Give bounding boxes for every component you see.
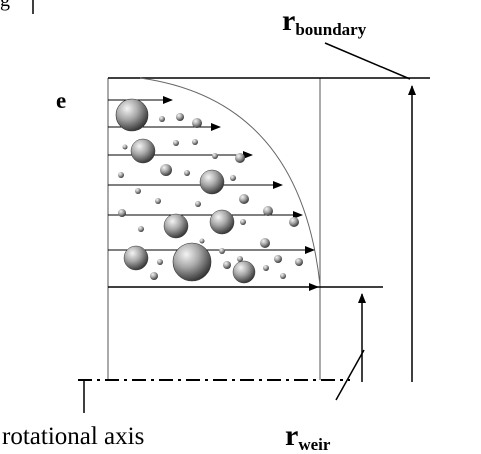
bubble [212, 153, 218, 159]
bubble [123, 245, 149, 271]
bubble [176, 113, 184, 121]
bubble [160, 164, 172, 176]
r-weir-leader [335, 349, 365, 401]
e-label: e [56, 88, 66, 113]
r-boundary-leader [324, 42, 411, 80]
bubble [223, 261, 231, 269]
separation-chamber [107, 77, 430, 380]
bubbles [115, 98, 303, 284]
bubble [163, 213, 189, 239]
r-weir-main: r [285, 419, 298, 452]
bubble [184, 170, 190, 176]
bubble [199, 238, 205, 244]
r-weir-label: rweir [285, 419, 331, 454]
bubble [130, 138, 156, 164]
bubble [118, 209, 126, 217]
bubble [240, 219, 246, 225]
r-boundary-subscript: boundary [295, 20, 366, 39]
bubble [260, 238, 270, 248]
velocity-profile-curve [139, 77, 321, 286]
r-boundary-main: r [282, 4, 295, 37]
rotational-axis-label: rotational axis [2, 423, 144, 450]
bubble [209, 209, 235, 235]
bubble [138, 226, 144, 232]
bubble [219, 248, 225, 254]
bubble [173, 140, 179, 146]
bubble [118, 172, 124, 178]
bubble [157, 259, 163, 265]
bubble [135, 188, 141, 194]
bubble [195, 201, 201, 207]
bubble [159, 116, 165, 122]
bubble [192, 118, 202, 128]
bubble [237, 256, 243, 262]
bubble [280, 273, 286, 279]
bubble [232, 260, 256, 284]
bubble [199, 169, 225, 195]
bubble [239, 194, 249, 204]
bubble [274, 255, 282, 263]
r-weir-subscript: weir [298, 435, 331, 454]
bubble [192, 139, 198, 145]
bubble [115, 98, 149, 132]
bubble [150, 272, 158, 280]
bubble [235, 153, 245, 163]
bubble [230, 175, 236, 181]
bubble [289, 217, 299, 227]
top-left-text-fragment: g [0, 0, 10, 11]
bubble [155, 198, 161, 204]
bubble [122, 144, 128, 150]
bubble [172, 242, 212, 282]
bubble [263, 265, 269, 271]
bubble [295, 258, 303, 266]
bubble [263, 206, 273, 216]
r-boundary-label: rboundary [282, 4, 367, 39]
